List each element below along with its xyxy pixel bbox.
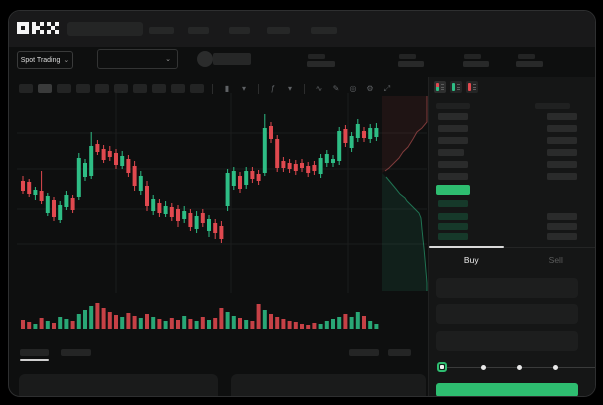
orderbook-view-switch [434, 81, 478, 93]
bid-amount[interactable] [547, 223, 577, 230]
trade-tabs: Buy Sell [429, 247, 595, 273]
bottom-tab-active[interactable] [20, 349, 49, 356]
book-bids-icon[interactable] [450, 81, 462, 93]
slider-stop[interactable] [517, 365, 522, 370]
line-tool-icon[interactable]: ∿ [315, 83, 323, 93]
chevron-down-icon: ⌄ [63, 56, 70, 64]
chevron-down-icon[interactable]: ▾ [241, 83, 246, 93]
timeframe-button[interactable] [133, 84, 147, 93]
timeframe-button[interactable] [114, 84, 128, 93]
draw-tool-icon[interactable]: ✎ [332, 83, 340, 93]
orderbook-amount-header [535, 103, 570, 109]
logo-letter-X [47, 22, 59, 36]
bottom-tab-underline [20, 359, 49, 361]
timeframe-button[interactable] [152, 84, 166, 93]
ticker-stat [398, 54, 424, 67]
app-window: Spot Trading ⌄ ⌄ ▮ ▾ ƒ ▾ ∿ ✎ ◎ ⚙ ⤢ Buy Sell [8, 10, 596, 397]
book-both-icon[interactable] [434, 81, 446, 93]
bid-amount[interactable] [547, 233, 577, 240]
pair-selector-dropdown[interactable]: ⌄ [97, 49, 178, 69]
slider-stop[interactable] [481, 365, 486, 370]
okx-logo[interactable] [17, 22, 61, 36]
ask-price[interactable] [438, 137, 468, 144]
ticker-stat [307, 54, 335, 67]
divider [304, 83, 305, 94]
orderbook-trade-panel: Buy Sell [428, 77, 595, 396]
book-asks-icon[interactable] [466, 81, 478, 93]
nav-item[interactable] [188, 27, 209, 34]
timeframe-button[interactable] [95, 84, 109, 93]
divider [429, 247, 595, 248]
logo-letter-K [32, 22, 44, 36]
chart-toolbar: ▮ ▾ ƒ ▾ ∿ ✎ ◎ ⚙ ⤢ [19, 82, 419, 95]
chevron-down-icon: ⌄ [165, 55, 171, 63]
nav-item[interactable] [229, 27, 250, 34]
ask-amount[interactable] [547, 125, 577, 132]
nav-item[interactable] [311, 27, 337, 34]
ask-price[interactable] [438, 149, 464, 156]
timeframe-button[interactable] [19, 84, 33, 93]
candlestick-chart[interactable] [17, 93, 429, 339]
coin-icon [197, 51, 213, 67]
chevron-down-icon[interactable]: ▾ [287, 83, 292, 93]
search-input[interactable] [67, 22, 143, 36]
bid-price[interactable] [438, 233, 468, 240]
timeframe-button[interactable] [171, 84, 185, 93]
pair-price-placeholder [213, 53, 251, 65]
timeframe-button[interactable] [38, 84, 52, 93]
price-input[interactable] [436, 278, 578, 298]
bottom-action[interactable] [349, 349, 379, 356]
total-input[interactable] [436, 331, 578, 351]
bid-price[interactable] [438, 223, 468, 230]
divider [258, 83, 259, 94]
history-panel [231, 374, 426, 396]
orders-panel [19, 374, 218, 396]
ticker-stat [516, 54, 543, 67]
buy-tab-underline [429, 246, 504, 248]
snapshot-icon[interactable]: ◎ [349, 83, 357, 93]
ask-amount[interactable] [547, 149, 577, 156]
bottom-action[interactable] [388, 349, 411, 356]
timeframe-button[interactable] [190, 84, 204, 93]
ticker-stat [463, 54, 489, 67]
bid-price[interactable] [438, 213, 468, 220]
bid-amount[interactable] [547, 213, 577, 220]
ask-price[interactable] [438, 173, 468, 180]
bottom-tab[interactable] [61, 349, 91, 356]
ask-amount[interactable] [547, 137, 577, 144]
last-price-badge [436, 185, 470, 195]
ask-amount[interactable] [547, 173, 577, 180]
ask-amount[interactable] [547, 113, 577, 120]
divider [212, 83, 213, 94]
slider-stop[interactable] [553, 365, 558, 370]
bid-price[interactable] [438, 200, 468, 207]
nav-item[interactable] [267, 27, 290, 34]
ask-price[interactable] [438, 113, 468, 120]
chart-settings-icon[interactable]: ⚙ [366, 83, 374, 93]
tab-buy[interactable]: Buy [463, 255, 479, 265]
orderbook-price-header [436, 103, 470, 109]
slider-handle[interactable] [437, 362, 447, 372]
candle-style-icon[interactable]: ▮ [224, 83, 230, 93]
indicators-icon[interactable]: ƒ [270, 83, 276, 93]
timeframe-button[interactable] [57, 84, 71, 93]
fullscreen-icon[interactable]: ⤢ [383, 83, 391, 93]
ask-price[interactable] [438, 161, 468, 168]
logo-letter-O [17, 22, 29, 36]
market-type-dropdown[interactable]: Spot Trading ⌄ [17, 51, 73, 69]
ask-price[interactable] [438, 125, 468, 132]
timeframe-button[interactable] [76, 84, 90, 93]
ask-amount[interactable] [547, 161, 577, 168]
market-type-label: Spot Trading [20, 56, 61, 64]
buy-submit-button[interactable] [436, 383, 578, 396]
amount-input[interactable] [436, 304, 578, 324]
nav-item[interactable] [149, 27, 174, 34]
tab-sell[interactable]: Sell [548, 255, 563, 265]
